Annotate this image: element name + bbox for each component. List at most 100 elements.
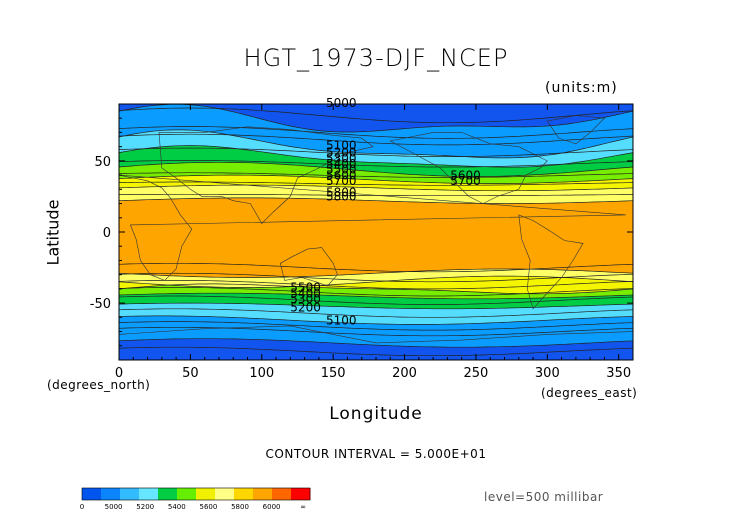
band-south-3 (119, 293, 633, 309)
band-north-4 (119, 162, 633, 184)
units-label: (units:m) (545, 80, 618, 96)
colorbar-swatch-6 (196, 488, 216, 500)
contour-line-13 (118, 268, 634, 278)
contour-line-0 (118, 103, 634, 133)
colorbar-label-5: 5800 (231, 503, 249, 511)
contour-label-12: 5100 (326, 313, 357, 327)
contour-label-5: 5500 (326, 163, 357, 177)
colorbar-swatch-10 (272, 488, 292, 500)
x-tick-label-150: 150 (321, 366, 346, 381)
x-unit-label: (degrees_east) (541, 386, 638, 400)
contour-label-8: 5800 (326, 185, 357, 199)
contour-n-3 (118, 147, 634, 157)
contour-label-6: 5600 (326, 168, 357, 182)
colorbar-swatch-11 (291, 488, 311, 500)
contour-label-10: 5700 (450, 174, 481, 188)
x-tick-label-100: 100 (249, 366, 274, 381)
colorbar-label-6: 6000 (263, 503, 281, 511)
colorbar-swatch-9 (253, 488, 273, 500)
x-tick-label-350: 350 (606, 366, 631, 381)
continent-outline-2 (279, 247, 338, 287)
contour-line-4 (118, 174, 634, 184)
colorbar-swatch-4 (158, 488, 178, 500)
contour-line-8 (118, 315, 634, 325)
contour-s-4 (118, 295, 634, 305)
contour-line-9 (118, 302, 634, 310)
contour-s-1 (118, 326, 634, 337)
contour-label-15: 5400 (290, 286, 321, 300)
contour-interval-label: CONTOUR INTERVAL = 5.000E+01 (265, 447, 487, 461)
contour-label-2: 5200 (326, 146, 357, 160)
x-tick-label-200: 200 (392, 366, 417, 381)
contour-line-3 (118, 161, 634, 177)
colorbar-swatch-0 (82, 488, 102, 500)
contour-s-6 (118, 280, 634, 290)
colorbar-label-1: 5000 (105, 503, 123, 511)
colorbar-label-2: 5200 (136, 503, 154, 511)
band-south-0 (119, 338, 633, 360)
y-tick-label--50: -50 (90, 297, 111, 312)
contour-label-0: 5000 (326, 96, 357, 110)
colorbar-swatch-7 (215, 488, 235, 500)
contour-s-7 (118, 272, 634, 283)
contour-label-16: 5500 (290, 281, 321, 295)
band-south-7 (119, 232, 633, 278)
colorbar-label-0: 0 (80, 503, 84, 511)
colorbar-swatch-1 (101, 488, 121, 500)
y-unit-label: (degrees_north) (47, 378, 151, 392)
level-label: level=500 millibar (484, 490, 604, 504)
colorbar-swatch-2 (120, 488, 140, 500)
contour-line-12 (118, 275, 634, 288)
colorbar-swatch-3 (139, 488, 159, 500)
colorbar: 0 5000 5200 5400 5600 5800 6000 ∞ (80, 487, 311, 511)
contour-s-2 (118, 321, 634, 331)
band-north-0 (119, 104, 633, 132)
contour-label-11: 5800 (326, 190, 357, 204)
x-tick-label-300: 300 (535, 366, 560, 381)
continent-outline-3 (389, 132, 548, 204)
contour-s-3 (118, 308, 634, 318)
contour-label-14: 5300 (290, 292, 321, 306)
colorbar-swatch-8 (234, 488, 254, 500)
contour-label-3: 5300 (326, 151, 357, 165)
band-south-1 (119, 315, 633, 348)
band-north-6 (119, 185, 633, 204)
heatmap-plot: 5000510052005300540055005600570058005600… (118, 96, 634, 360)
contour-label-1: 5100 (326, 139, 357, 153)
band-north-3 (119, 145, 633, 177)
contour-n-5 (118, 172, 634, 178)
colorbar-frame (81, 487, 311, 501)
colorbar-label-7: ∞ (300, 503, 306, 511)
contour-line-1 (118, 129, 634, 159)
continent-outline-5 (546, 115, 606, 145)
contour-n-1 (118, 126, 634, 139)
x-tick-label-0: 0 (115, 366, 123, 381)
contour-s-0 (118, 346, 634, 357)
contour-line-10 (118, 292, 634, 300)
contour-s-5 (118, 287, 634, 297)
colorbar-label-3: 5400 (168, 503, 186, 511)
continent-outline-1 (158, 126, 374, 224)
contour-line-6 (118, 197, 634, 204)
y-tick-label-0: 0 (103, 226, 111, 241)
x-tick-label-50: 50 (182, 366, 199, 381)
axes: 0 50 100 150 200 250 300 350 50 0 -50 (90, 103, 634, 381)
contour-line-2 (118, 145, 634, 168)
contour-label-4: 5400 (326, 157, 357, 171)
colorbar-label-4: 5600 (199, 503, 217, 511)
contour-s-8 (118, 262, 634, 273)
band-north-2 (119, 129, 633, 168)
contour-line-7 (118, 338, 634, 348)
y-tick-label-50: 50 (94, 155, 111, 170)
contour-line-5 (118, 184, 634, 192)
continent-outline-4 (518, 214, 584, 310)
contour-n-0 (118, 107, 634, 124)
chart-title: HGT_1973-DJF_NCEP (243, 44, 509, 72)
x-tick-label-250: 250 (464, 366, 489, 381)
x-axis-label: Longitude (329, 404, 423, 424)
band-south-6 (119, 269, 633, 288)
contour-n-4 (118, 160, 634, 168)
contour-label-9: 5600 (450, 168, 481, 182)
contour-label-7: 5700 (326, 174, 357, 188)
